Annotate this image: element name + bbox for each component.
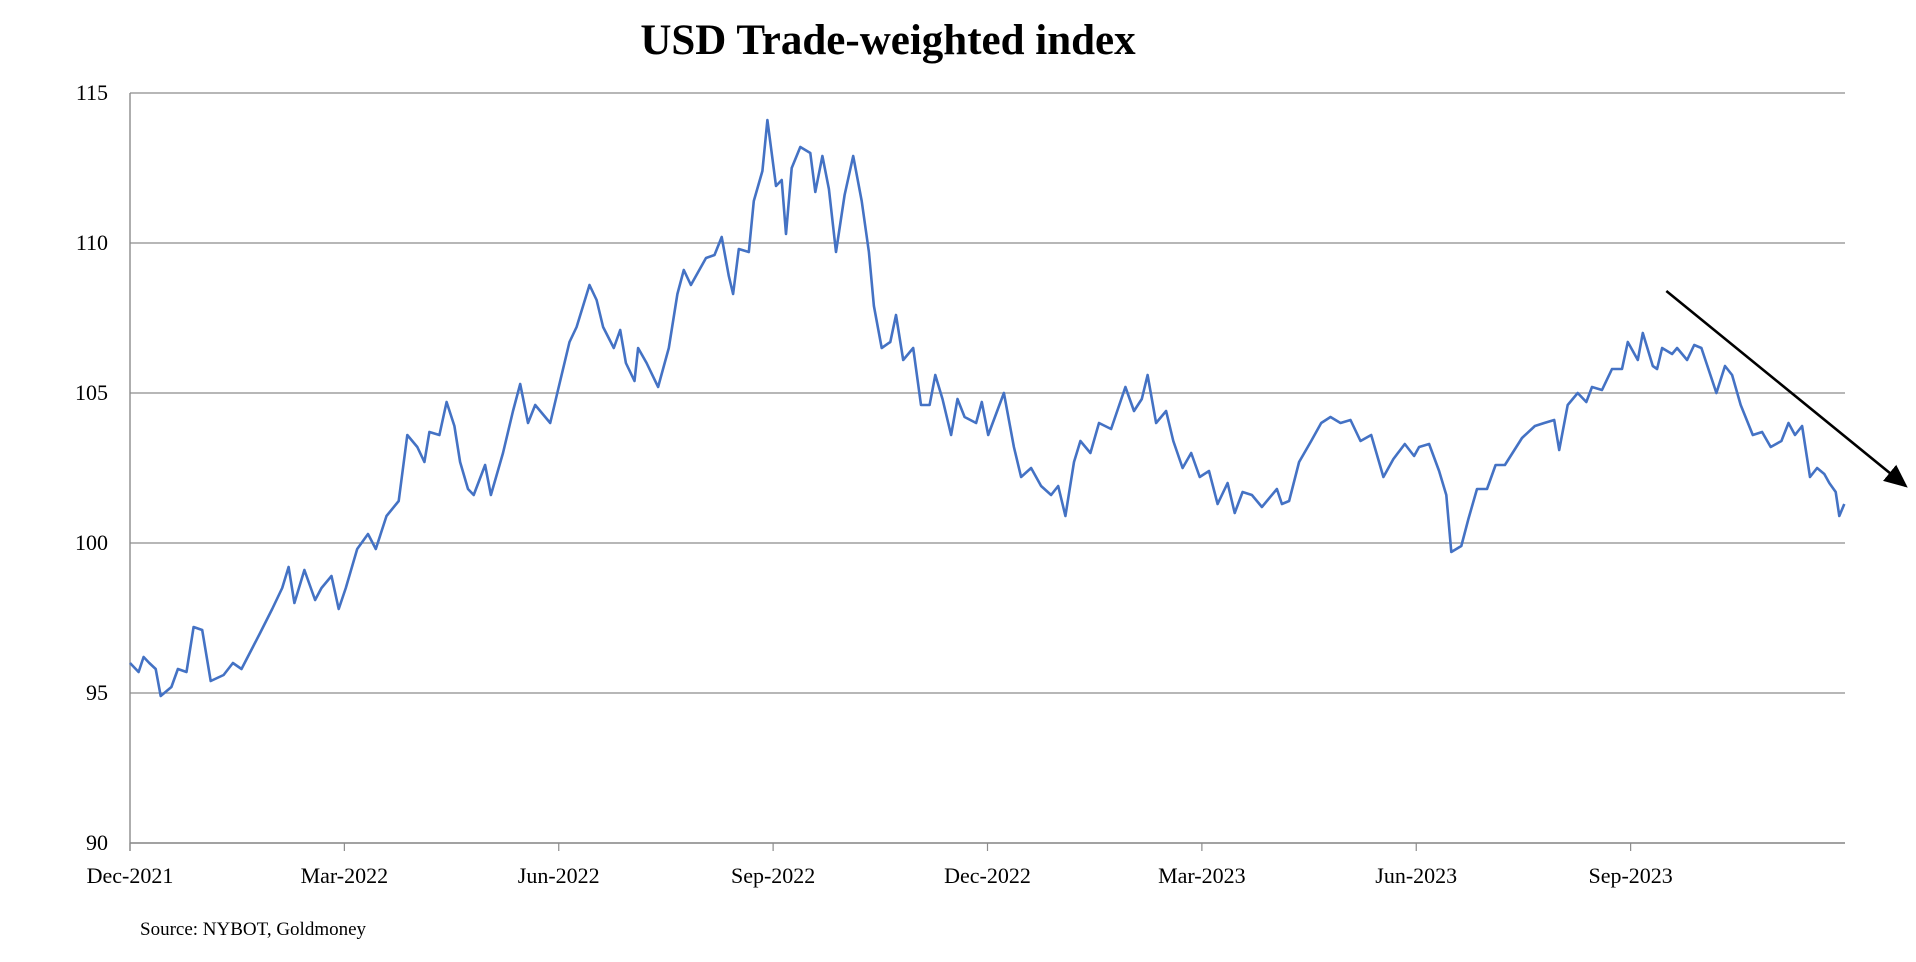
x-tick-label: Mar-2022 [301, 863, 389, 888]
y-tick-label: 90 [86, 830, 108, 855]
x-tick-label: Jun-2022 [518, 863, 600, 888]
y-axis: 90 95 100 105 110 115 [75, 80, 108, 855]
gridlines [130, 92, 1845, 844]
y-tick-label: 95 [86, 680, 108, 705]
x-tick-label: Dec-2022 [944, 863, 1031, 888]
y-tick-label: 115 [76, 80, 108, 105]
y-tick-label: 105 [75, 380, 108, 405]
y-tick-label: 110 [76, 230, 108, 255]
x-tick-label: Dec-2021 [87, 863, 174, 888]
x-tick-label: Sep-2022 [731, 863, 815, 888]
x-tick-label: Sep-2023 [1588, 863, 1672, 888]
series-line [129, 118, 1846, 698]
trend-arrow [1665, 289, 1908, 488]
x-tick-label: Mar-2023 [1158, 863, 1246, 888]
chart-title: USD Trade-weighted index [640, 17, 1136, 64]
x-axis: Dec-2021 Mar-2022 Jun-2022 Sep-2022 Dec-2022… [87, 93, 1845, 888]
source-note: Source: NYBOT, Goldmoney [140, 919, 367, 940]
y-tick-label: 100 [75, 530, 108, 555]
x-tick-label: Jun-2023 [1375, 863, 1457, 888]
